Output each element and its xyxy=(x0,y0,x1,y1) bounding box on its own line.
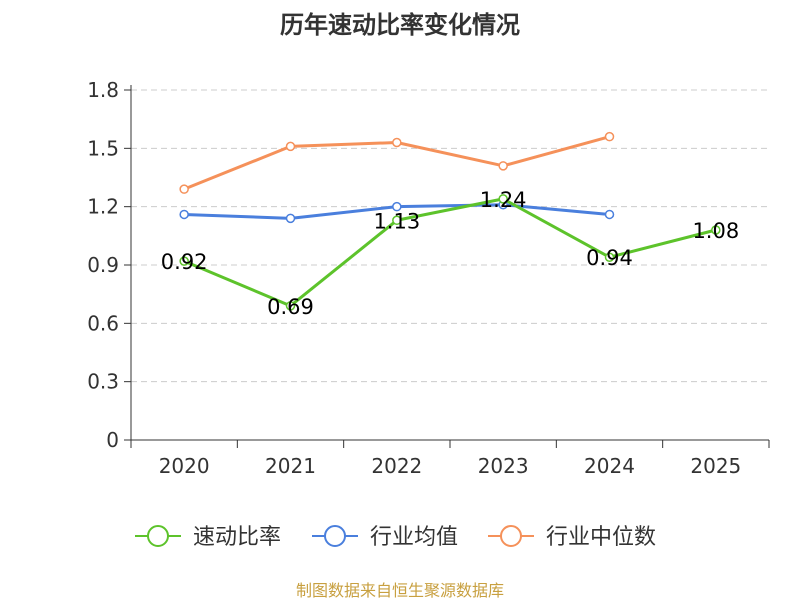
data-point xyxy=(604,131,615,142)
data-point xyxy=(392,215,402,226)
data-point xyxy=(711,225,721,235)
legend-item-0[interactable]: 速动比率 xyxy=(135,525,281,550)
data-label: 0.94 xyxy=(586,246,633,270)
data-point xyxy=(285,141,296,152)
source-note: 制图数据来自恒生聚源数据库 xyxy=(296,581,504,600)
data-point xyxy=(498,161,508,171)
data-label: 0.69 xyxy=(267,295,314,319)
axes: 0 0.3 0.6 0.9 1.2 1.5 1.8 2020 2021 2022 2023 2024 2… xyxy=(87,78,770,478)
series-group xyxy=(179,131,721,311)
x-tick-label: 2021 xyxy=(265,454,316,478)
data-label: 0.92 xyxy=(161,250,208,274)
series-line-0 xyxy=(183,197,717,308)
legend-item-2[interactable]: 行业中位数 xyxy=(488,525,656,550)
x-tick-label: 2023 xyxy=(478,454,529,478)
legend-label: 行业均值 xyxy=(370,525,458,550)
data-point xyxy=(392,137,402,148)
grid-lines xyxy=(131,89,769,383)
data-label: 1.13 xyxy=(373,209,420,233)
legend-swatch-marker xyxy=(147,525,169,547)
y-tick-label: 0 xyxy=(106,428,119,452)
legend-label: 行业中位数 xyxy=(546,525,656,550)
y-tick-label: 1.5 xyxy=(87,136,119,160)
x-tick-label: 2022 xyxy=(371,454,422,478)
data-point xyxy=(179,256,189,266)
data-point xyxy=(604,209,615,220)
x-tick-label: 2020 xyxy=(159,454,210,478)
legend[interactable]: 速动比率 行业均值 行业中位数 xyxy=(135,525,656,550)
y-tick-label: 0.9 xyxy=(87,253,119,277)
chart-title: 历年速动比率变化情况 xyxy=(280,11,520,39)
data-point xyxy=(392,201,402,212)
data-point xyxy=(498,194,508,204)
legend-swatch-marker xyxy=(324,525,346,547)
legend-swatch-marker xyxy=(500,525,522,547)
data-point xyxy=(285,301,296,311)
data-point xyxy=(179,184,189,194)
data-point xyxy=(285,213,296,224)
data-label: 1.08 xyxy=(692,219,739,243)
legend-label: 速动比率 xyxy=(193,525,281,550)
x-tick-label: 2025 xyxy=(690,454,741,478)
data-label: 1.24 xyxy=(480,188,527,212)
data-point xyxy=(604,252,615,262)
y-tick-label: 1.8 xyxy=(87,78,119,102)
x-tick-label: 2024 xyxy=(584,454,635,478)
y-tick-label: 0.3 xyxy=(87,370,119,394)
y-tick-label: 0.6 xyxy=(87,311,119,335)
y-tick-label: 1.2 xyxy=(87,195,119,219)
legend-item-1[interactable]: 行业均值 xyxy=(312,525,458,550)
data-point xyxy=(179,209,189,220)
data-labels: 0.92 0.69 1.13 1.24 0.94 1.08 xyxy=(161,188,739,319)
